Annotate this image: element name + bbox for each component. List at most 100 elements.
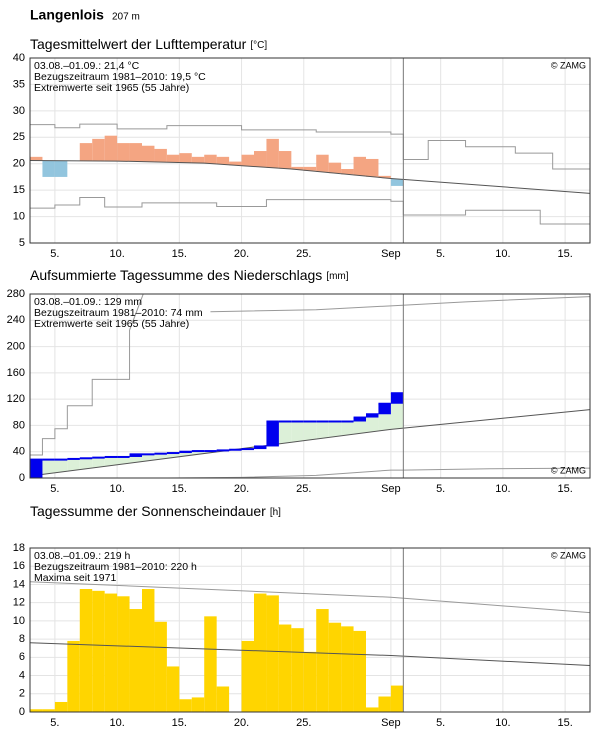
max-line [30,123,590,170]
x-tick-label: 20. [234,248,249,260]
bar [353,630,366,712]
chart-unit: [mm] [326,271,348,282]
bar [154,621,167,712]
plot [30,294,590,478]
bar [30,156,43,161]
y-tick-label: 80 [13,419,25,431]
surplus-area [303,421,317,441]
x-tick-label: 5. [436,483,445,495]
bar [142,589,155,712]
x-tick-label: 20. [234,483,249,495]
bar [79,589,93,712]
bar [154,148,167,163]
bar [241,154,254,167]
bar [104,593,118,712]
bar [303,651,317,712]
surplus-area [117,456,130,465]
x-tick-label: 20. [234,717,249,729]
x-tick-label: 5. [50,717,59,729]
x-tick-label: 5. [50,483,59,495]
x-tick-label: 10. [495,248,510,260]
bar [390,178,404,186]
plot-frame [29,57,591,244]
surplus-area [42,459,55,475]
credit: © ZAMG [551,465,586,475]
chart-unit: [h] [270,507,281,518]
bar [241,640,254,712]
daily-increment [266,421,279,447]
bar [291,166,304,170]
bar [291,628,304,712]
y-tick-label: 200 [7,340,25,352]
max-line [30,581,590,614]
daily-increment [129,454,142,457]
surplus-area [92,457,105,468]
normal-line [30,409,590,477]
y-tick-label: 2 [19,688,25,700]
bar [254,151,267,167]
x-tick-label: 25. [296,248,311,260]
bar [191,156,205,164]
plot-frame [29,293,591,479]
y-tick-label: 20 [13,158,25,170]
daily-increment [30,459,43,478]
chart-title-text: Aufsummierte Tagessumme des Niederschlag… [30,267,322,283]
bar [129,609,142,712]
bar [328,622,342,712]
y-tick-label: 8 [19,633,25,645]
annotation: Bezugszeitraum 1981–2010: 19,5 °C [34,71,206,83]
surplus-area [366,414,379,433]
bar [316,154,329,172]
chart-title: Aufsummierte Tagessumme des Niederschlag… [30,267,349,283]
bar [378,175,391,178]
surplus-area [291,421,304,443]
x-tick-label: 5. [436,717,445,729]
y-tick-label: 12 [13,597,25,609]
y-tick-label: 10 [13,210,25,222]
bar [378,696,391,712]
y-tick-label: 240 [7,314,25,326]
bar [191,697,205,712]
surplus-area [353,417,366,435]
bar [266,138,279,168]
bar [30,709,43,712]
bar [179,153,192,163]
y-tick-label: 16 [13,560,25,572]
x-tick-label: 25. [296,483,311,495]
credit: © ZAMG [551,550,586,560]
bar [278,151,292,169]
x-tick-label: 10. [495,483,510,495]
annotation: Bezugszeitraum 1981–2010: 74 mm [34,307,203,319]
x-tick-label: 25. [296,717,311,729]
daily-increment [390,393,404,404]
x-tick-label: 15. [172,483,187,495]
x-tick-label: 10. [495,717,510,729]
bar [54,160,68,177]
bar [92,590,105,712]
y-tick-label: 280 [7,288,25,300]
y-tick-label: 30 [13,105,25,117]
x-tick-label: 5. [50,248,59,260]
bar [54,701,68,712]
y-tick-label: 5 [19,237,25,249]
chart-title-text: Tagessumme der Sonnenscheindauer [30,503,266,519]
x-tick-label: 15. [557,483,572,495]
y-tick-label: 6 [19,651,25,663]
y-tick-label: 0 [19,472,25,484]
min-line [30,467,590,478]
daily-increment [378,403,391,415]
bar [216,686,230,712]
chart-unit: [°C] [250,40,267,51]
annotation: 03.08.–01.09.: 219 h [34,550,130,562]
x-tick-label: 15. [172,248,187,260]
y-tick-label: 25 [13,131,25,143]
bar [117,143,130,162]
bar [117,596,130,712]
bar [278,624,292,712]
x-tick-label: 10. [109,248,124,260]
annotation: 03.08.–01.09.: 129 mm [34,296,142,308]
x-tick-label: 5. [436,248,445,260]
bar [254,593,267,712]
bar [79,143,93,161]
